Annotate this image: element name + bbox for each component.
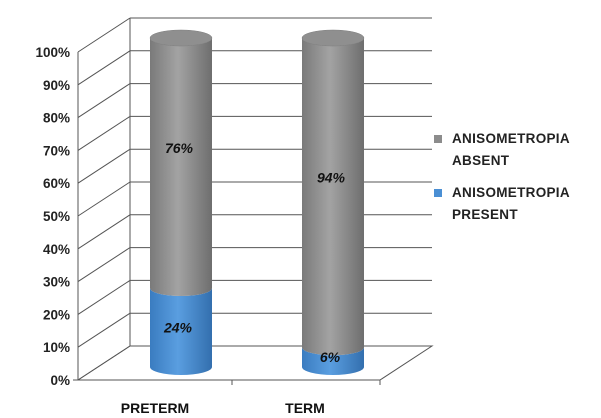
- y-tick-label: 100%: [35, 45, 70, 60]
- gridline-diagonal: [77, 148, 131, 184]
- chart-legend: ANISOMETROPIA ABSENT ANISOMETROPIA PRESE…: [430, 128, 600, 236]
- gridline-diagonal: [77, 214, 131, 250]
- bar-segment-anisometropia-present: [149, 288, 212, 375]
- data-label: 76%: [165, 140, 194, 156]
- gridline-diagonal: [77, 115, 131, 151]
- gridline-diagonal: [77, 50, 131, 86]
- bar-preterm: 24% 76%: [149, 29, 213, 375]
- legend-label-absent-line2: ABSENT: [452, 153, 510, 168]
- y-tick-label: 70%: [43, 143, 70, 158]
- data-label: 6%: [320, 349, 341, 365]
- bar-term: 6% 94%: [301, 29, 365, 375]
- gridline-diagonal: [77, 83, 131, 119]
- chart-bars: 24% 76% 6% 94%: [149, 29, 365, 375]
- y-tick-label: 10%: [43, 340, 70, 355]
- legend-item-absent: ANISOMETROPIA ABSENT: [430, 128, 600, 172]
- y-tick-label: 30%: [43, 275, 70, 290]
- bar-segment-anisometropia-present: [302, 347, 364, 375]
- x-category-label: TERM: [285, 400, 325, 416]
- gridline-diagonal: [77, 312, 131, 348]
- legend-label-present-line1: ANISOMETROPIA: [452, 185, 570, 200]
- x-category-label: PRETERM: [121, 400, 189, 416]
- legend-swatch-present: [434, 189, 442, 197]
- y-axis-ticks: 0% 10% 20% 30% 40% 50% 60% 70% 80% 90% 100%: [35, 45, 70, 388]
- legend-item-present: ANISOMETROPIA PRESENT: [430, 182, 600, 226]
- gridline-diagonal: [77, 17, 131, 53]
- y-tick-label: 80%: [43, 111, 70, 126]
- y-tick-label: 40%: [43, 242, 70, 257]
- data-label: 94%: [317, 170, 346, 186]
- gridline-diagonal: [77, 181, 131, 217]
- chart-floor: [76, 345, 434, 381]
- y-tick-label: 0%: [50, 373, 70, 388]
- chart-grid: [73, 17, 434, 385]
- bar-segment-anisometropia-absent: [150, 38, 212, 297]
- gridline-diagonal: [77, 247, 131, 283]
- bar-top-cap: [301, 29, 365, 47]
- data-label: 24%: [163, 320, 193, 336]
- gridline-diagonal: [77, 279, 131, 315]
- bar-top-cap: [149, 29, 213, 47]
- legend-label-absent-line1: ANISOMETROPIA: [452, 131, 570, 146]
- legend-label-present-line2: PRESENT: [452, 207, 518, 222]
- bar-segment-anisometropia-absent: [302, 38, 364, 356]
- y-tick-label: 90%: [43, 78, 70, 93]
- y-tick-label: 20%: [43, 307, 70, 322]
- y-tick-label: 60%: [43, 176, 70, 191]
- legend-swatch-absent: [434, 135, 442, 143]
- y-tick-label: 50%: [43, 209, 70, 224]
- x-axis-categories: PRETERM TERM: [121, 400, 325, 416]
